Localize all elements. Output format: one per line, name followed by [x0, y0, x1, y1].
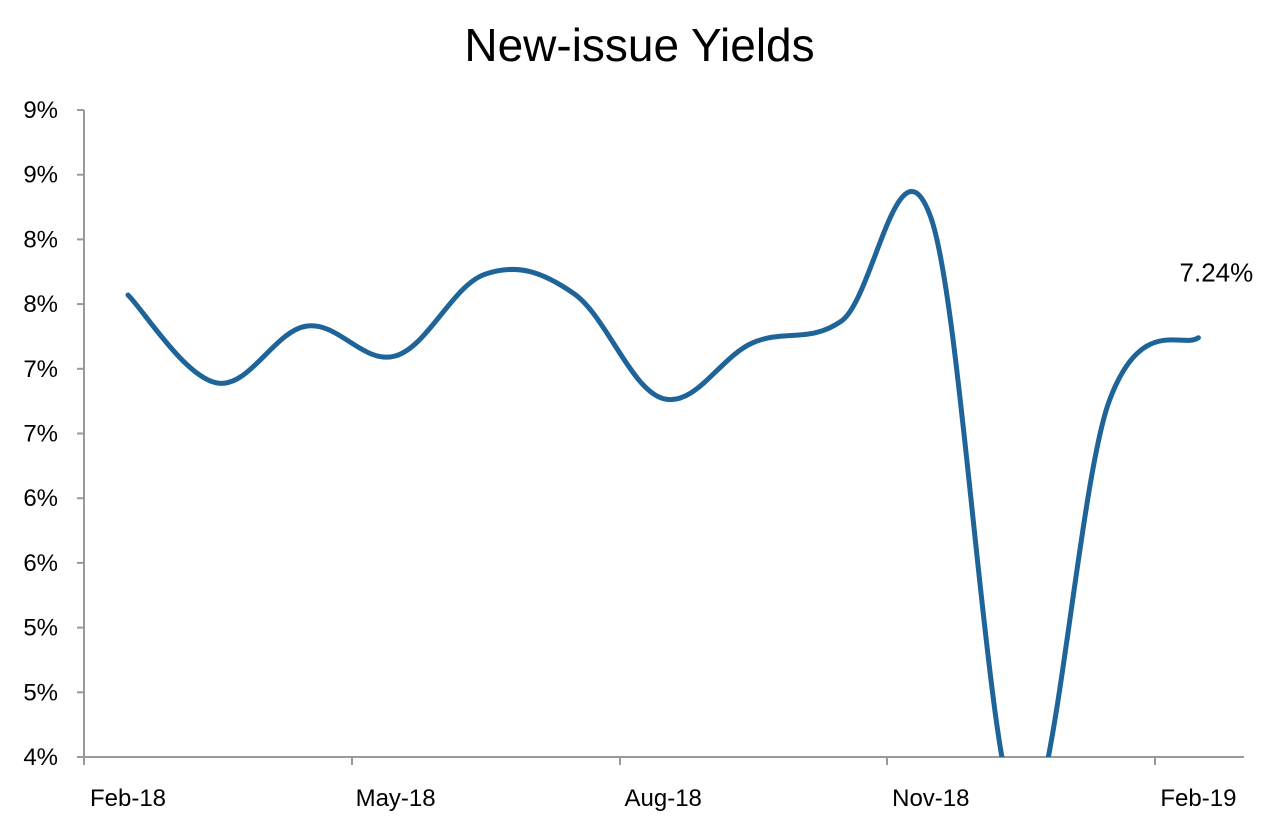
y-tick-label: 5%	[23, 615, 58, 642]
data-label: 7.24%	[1180, 258, 1254, 288]
x-tick-label: Aug-18	[625, 785, 702, 812]
series-line	[125, 189, 1201, 757]
x-tick-label: May-18	[356, 785, 436, 812]
y-tick-label: 9%	[23, 97, 58, 124]
y-tick-label: 6%	[23, 485, 58, 512]
x-tick-label: Nov-18	[892, 785, 969, 812]
y-tick-label: 4%	[23, 744, 58, 771]
y-tick-label: 5%	[23, 679, 58, 706]
x-tick-label: Feb-19	[1160, 785, 1236, 812]
y-tick-label: 8%	[23, 226, 58, 253]
y-tick-label: 7%	[23, 421, 58, 448]
y-tick-label: 9%	[23, 162, 58, 189]
y-tick-label: 7%	[23, 356, 58, 383]
labels-layer: 4% 5% 5% 6% 6% 7% 7% 8% 8% 9% 9% Feb-18 May-18 Aug-18…	[23, 97, 1253, 812]
x-tick-label: Feb-18	[90, 785, 166, 812]
axes	[77, 109, 1244, 765]
y-tick-label: 8%	[23, 291, 58, 318]
series-layer	[125, 189, 1201, 757]
chart-title: New-issue Yields	[464, 19, 815, 71]
y-tick-label: 6%	[23, 550, 58, 577]
